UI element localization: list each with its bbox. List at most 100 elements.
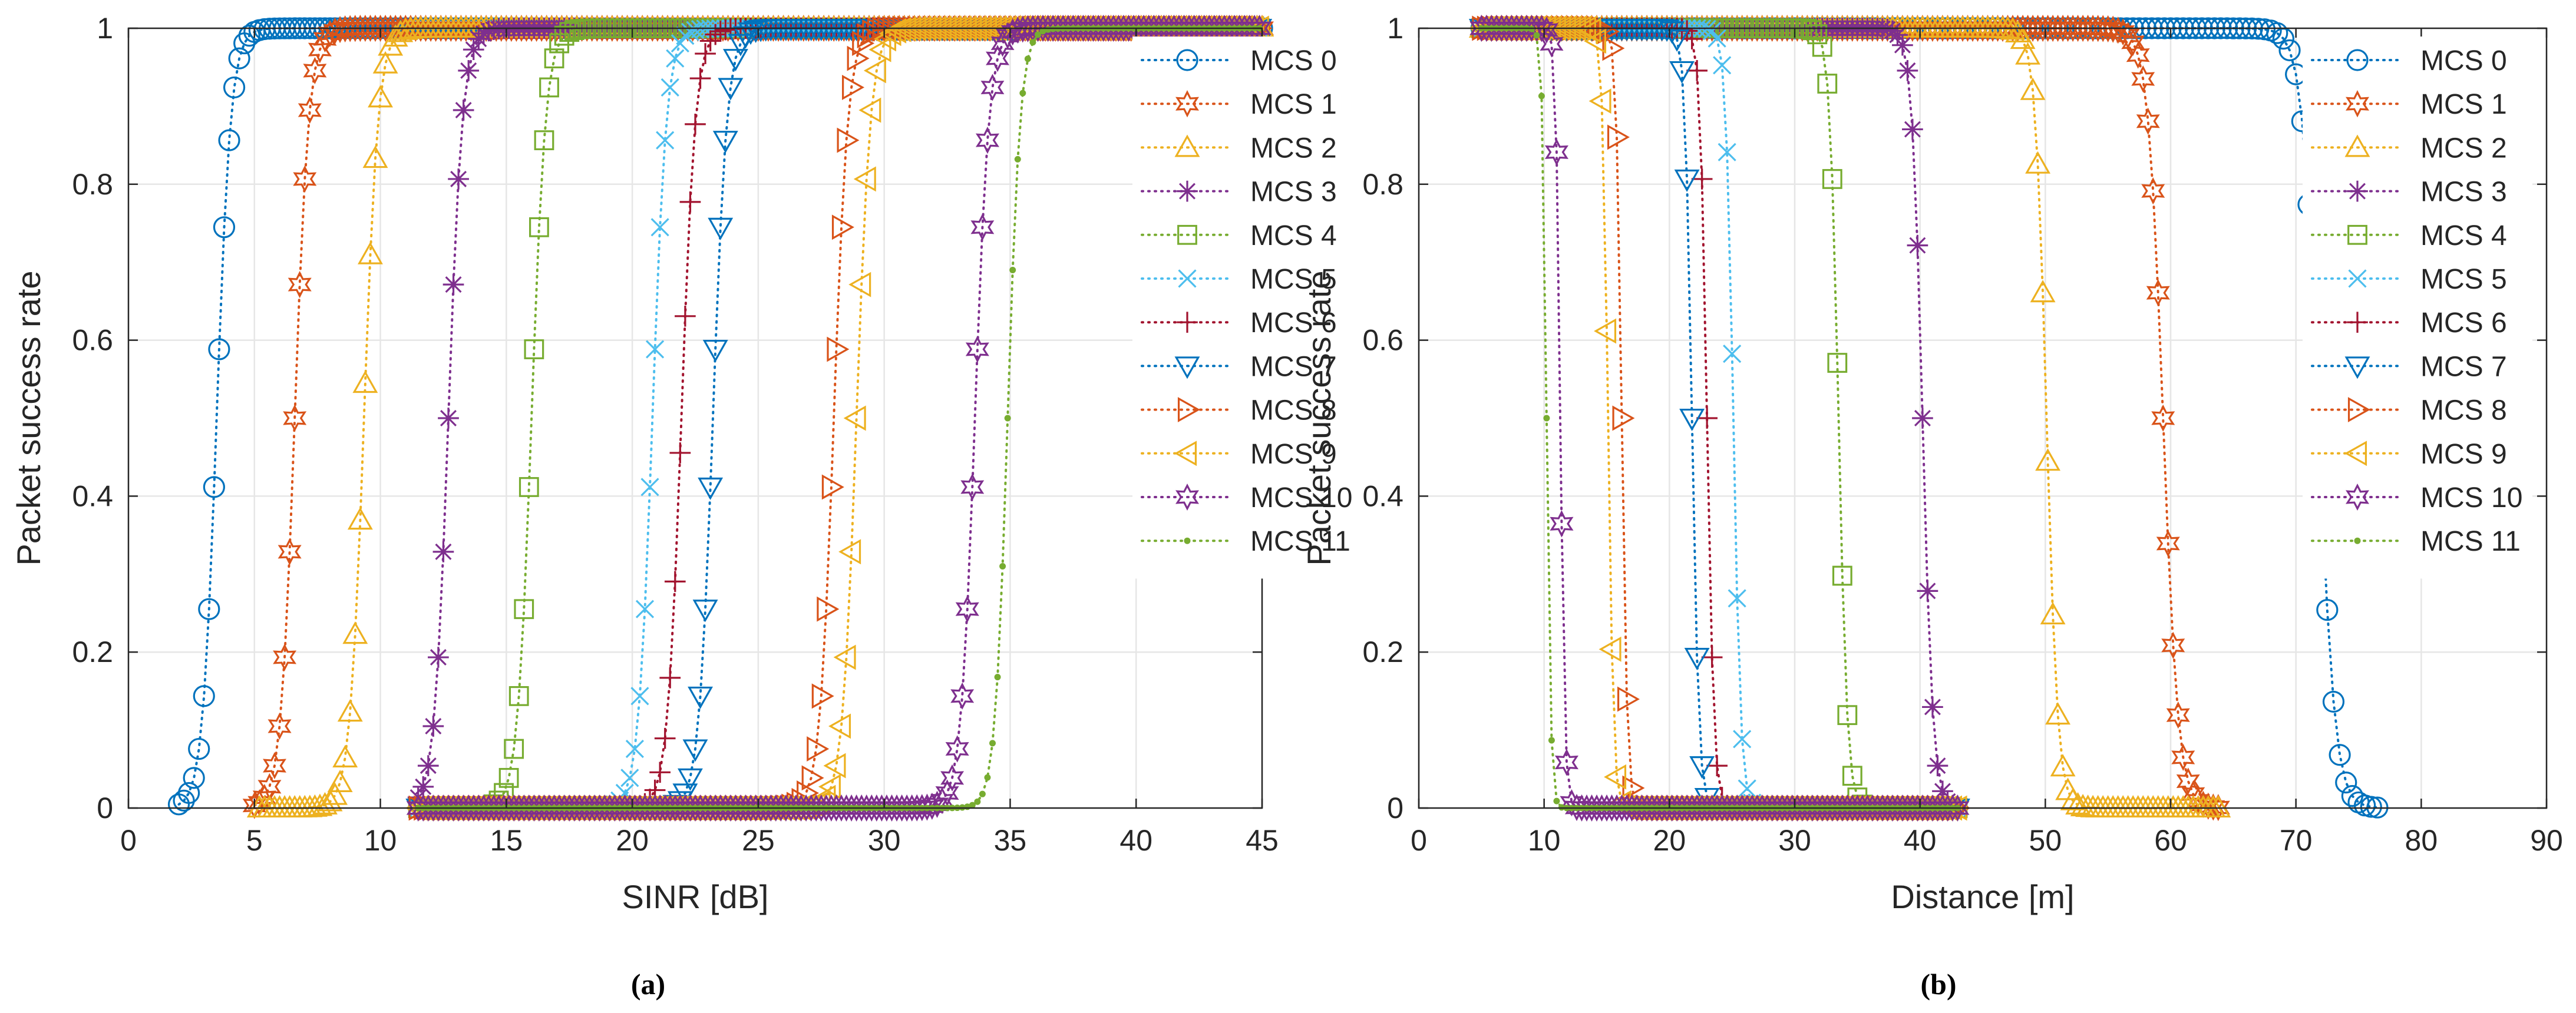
data-point xyxy=(293,165,317,193)
data-point xyxy=(422,716,444,737)
y-tick-label: 0.8 xyxy=(1362,168,1403,201)
legend: MCS 0 MCS 1 MCS 2 MCS 3 MCS 4 MCS 5 MCS 6 MCS 7… xyxy=(2303,37,2532,579)
data-point xyxy=(659,667,681,688)
y-tick-label: 1 xyxy=(1387,12,1403,45)
data-point xyxy=(2335,771,2357,794)
data-point xyxy=(1927,755,1948,776)
data-point xyxy=(1029,39,1036,46)
axes-box xyxy=(1418,27,2548,809)
data-point xyxy=(218,129,240,151)
data-point xyxy=(660,78,679,97)
data-point xyxy=(831,214,854,240)
data-point xyxy=(1807,24,1828,45)
data-point xyxy=(534,130,554,151)
data-point xyxy=(625,739,644,759)
x-tick-label: 45 xyxy=(1246,824,1279,857)
plot-area xyxy=(128,28,1262,808)
data-point xyxy=(559,22,580,42)
data-point xyxy=(1907,234,1928,256)
x-tick-label: 15 xyxy=(490,824,523,857)
legend-label: MCS 4 xyxy=(1250,220,1337,251)
data-point xyxy=(2166,701,2190,729)
legend-item: MCS 10 xyxy=(1141,482,1352,514)
legend-label: MCS 6 xyxy=(2420,307,2507,339)
legend-label: MCS 4 xyxy=(2420,220,2507,251)
data-point xyxy=(1553,797,1560,805)
legend-item: MCS 3 xyxy=(1141,177,1337,208)
data-point xyxy=(2030,280,2056,303)
series-line xyxy=(417,27,1261,809)
x-tick-label: 30 xyxy=(868,824,901,857)
legend-label: MCS 7 xyxy=(1250,351,1337,382)
data-point xyxy=(267,712,292,740)
data-point xyxy=(278,538,302,565)
legend-item: MCS 1 xyxy=(1141,89,1337,120)
data-point xyxy=(718,78,744,101)
data-point xyxy=(428,647,449,668)
legend-marker xyxy=(2347,224,2367,245)
series-markers xyxy=(1469,14,1970,822)
data-point xyxy=(1544,138,1568,166)
legend-marker xyxy=(2344,441,2367,466)
data-point xyxy=(1817,74,1838,94)
y-tick-label: 0 xyxy=(97,792,113,825)
data-point xyxy=(863,58,886,84)
data-point xyxy=(347,507,373,530)
data-point xyxy=(1622,775,1645,801)
data-point xyxy=(709,21,731,42)
chart-panel-b: 0 10 20 30 40 50 60 70 80 90 0 0.2 0.4 0.6 0.8 1 Distanc… xyxy=(1300,12,2563,915)
legend-marker xyxy=(1177,312,1198,333)
data-point xyxy=(1713,56,1732,75)
data-point xyxy=(544,48,564,69)
legend-label: MCS 8 xyxy=(2420,395,2507,426)
legend-marker xyxy=(1177,180,1198,202)
data-point xyxy=(213,216,236,239)
data-point xyxy=(1554,749,1578,776)
legend-label: MCS 0 xyxy=(1250,45,1337,77)
data-point xyxy=(848,272,871,297)
data-point xyxy=(722,49,748,72)
data-point xyxy=(1842,766,1862,786)
data-point xyxy=(1733,730,1752,749)
data-point xyxy=(1706,755,1728,776)
legend-marker xyxy=(2346,90,2369,118)
data-point xyxy=(708,217,734,240)
data-point xyxy=(1540,30,1564,58)
data-point xyxy=(1617,686,1640,712)
data-point xyxy=(188,737,210,760)
x-axis-label: SINR [dB] xyxy=(622,878,769,915)
data-point xyxy=(695,43,716,64)
data-point xyxy=(1701,647,1723,668)
data-point xyxy=(712,131,738,154)
data-point xyxy=(2111,18,2135,46)
data-point xyxy=(392,17,418,40)
x-tick-label: 0 xyxy=(120,824,137,857)
legend-label: MCS 9 xyxy=(2420,439,2507,470)
legend-marker xyxy=(1174,134,1200,157)
data-point xyxy=(974,798,981,805)
y-tick-label: 0.2 xyxy=(72,635,113,668)
legend-marker xyxy=(1176,49,1198,71)
data-point xyxy=(979,790,986,797)
data-point xyxy=(1530,15,1554,42)
data-point xyxy=(975,127,999,154)
data-point xyxy=(681,22,700,41)
data-point xyxy=(945,735,969,763)
data-point xyxy=(183,767,205,789)
data-point xyxy=(303,57,327,85)
data-point xyxy=(352,370,378,393)
legend-item: MCS 6 xyxy=(2311,307,2507,339)
data-point xyxy=(1837,705,1858,726)
legend-label: MCS 10 xyxy=(2420,482,2522,514)
data-point xyxy=(317,789,343,812)
data-point xyxy=(2141,177,2165,205)
data-point xyxy=(1607,124,1630,150)
x-tick-label: 5 xyxy=(246,824,263,857)
legend-label: MCS 0 xyxy=(2420,45,2507,77)
data-point xyxy=(463,39,484,61)
data-point xyxy=(368,85,393,108)
legend-marker xyxy=(2347,397,2370,423)
data-point xyxy=(2005,19,2030,42)
data-point xyxy=(2161,631,2185,659)
legend-label: MCS 5 xyxy=(1250,264,1337,295)
